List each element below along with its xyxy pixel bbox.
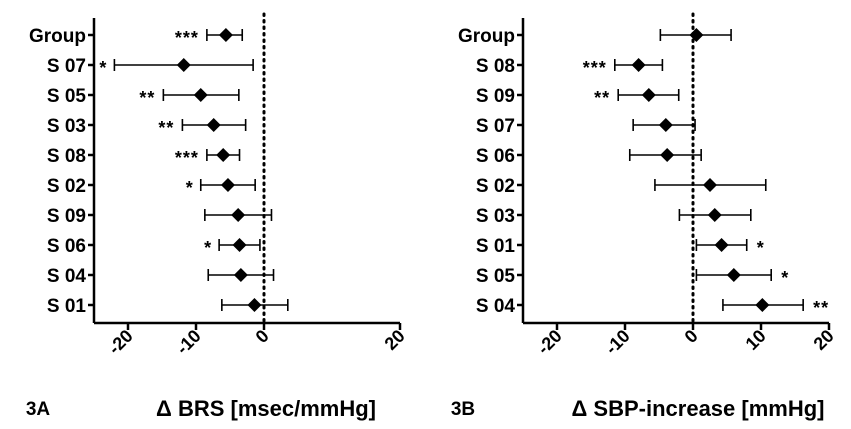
- category-label: S 01: [476, 236, 516, 257]
- significance-marker: *: [186, 178, 193, 198]
- point-estimate-marker: [176, 58, 191, 72]
- x-tick-label: -20: [533, 326, 566, 359]
- point-estimate-marker: [689, 28, 704, 42]
- category-label: S 01: [47, 296, 87, 317]
- category-label: S 08: [476, 56, 515, 77]
- point-estimate-marker: [703, 178, 717, 192]
- point-estimate-marker: [231, 208, 246, 222]
- point-estimate-marker: [247, 298, 262, 312]
- category-label: S 03: [47, 116, 86, 137]
- category-label: S 08: [47, 146, 86, 167]
- panel-label: 3A: [26, 399, 51, 420]
- category-label: S 07: [476, 116, 515, 137]
- category-label: S 07: [47, 56, 86, 77]
- category-label: S 04: [47, 266, 87, 287]
- point-estimate-marker: [631, 58, 646, 72]
- point-estimate-marker: [218, 28, 233, 42]
- point-estimate-marker: [232, 238, 247, 252]
- category-label: Group: [29, 26, 86, 47]
- x-axis-title: Δ BRS [msec/mmHg]: [156, 396, 376, 421]
- significance-marker: *: [99, 58, 106, 78]
- category-label: S 05: [47, 86, 87, 107]
- point-estimate-marker: [714, 238, 729, 252]
- category-label: S 02: [47, 176, 86, 197]
- category-label: S 06: [47, 236, 86, 257]
- significance-marker: *: [781, 268, 788, 288]
- significance-marker: **: [158, 118, 174, 138]
- significance-marker: ***: [175, 28, 199, 48]
- significance-marker: **: [594, 88, 610, 108]
- point-estimate-marker: [216, 148, 231, 162]
- x-tick-label: 0: [252, 326, 273, 347]
- category-label: S 03: [476, 206, 515, 227]
- point-estimate-marker: [641, 88, 656, 102]
- x-tick-label: -20: [104, 326, 137, 359]
- significance-marker: ***: [583, 58, 607, 78]
- point-estimate-marker: [707, 208, 722, 222]
- x-tick-label: 20: [810, 326, 838, 354]
- point-estimate-marker: [193, 88, 208, 102]
- panel-label: 3B: [451, 399, 475, 420]
- category-label: Group: [458, 26, 515, 47]
- significance-marker: ***: [175, 148, 199, 168]
- point-estimate-marker: [658, 118, 673, 132]
- category-label: S 02: [476, 176, 515, 197]
- x-tick-label: -10: [172, 326, 205, 359]
- point-estimate-marker: [206, 118, 221, 132]
- point-estimate-marker: [233, 268, 248, 282]
- x-axis-title: Δ SBP-increase [mmHg]: [572, 396, 825, 421]
- x-tick-label: 20: [381, 326, 409, 354]
- category-label: S 09: [476, 86, 515, 107]
- significance-marker: **: [813, 298, 829, 318]
- x-tick-label: -10: [601, 326, 634, 359]
- category-label: S 09: [47, 206, 86, 227]
- x-tick-label: 0: [681, 326, 702, 347]
- point-estimate-marker: [660, 148, 675, 162]
- point-estimate-marker: [220, 178, 235, 192]
- significance-marker: *: [757, 238, 764, 258]
- x-tick-label: 10: [742, 326, 770, 354]
- category-label: S 06: [476, 146, 515, 167]
- significance-marker: *: [204, 238, 211, 258]
- category-label: S 05: [476, 266, 516, 287]
- point-estimate-marker: [755, 298, 770, 312]
- significance-marker: **: [139, 88, 155, 108]
- category-label: S 04: [476, 296, 516, 317]
- point-estimate-marker: [726, 268, 741, 282]
